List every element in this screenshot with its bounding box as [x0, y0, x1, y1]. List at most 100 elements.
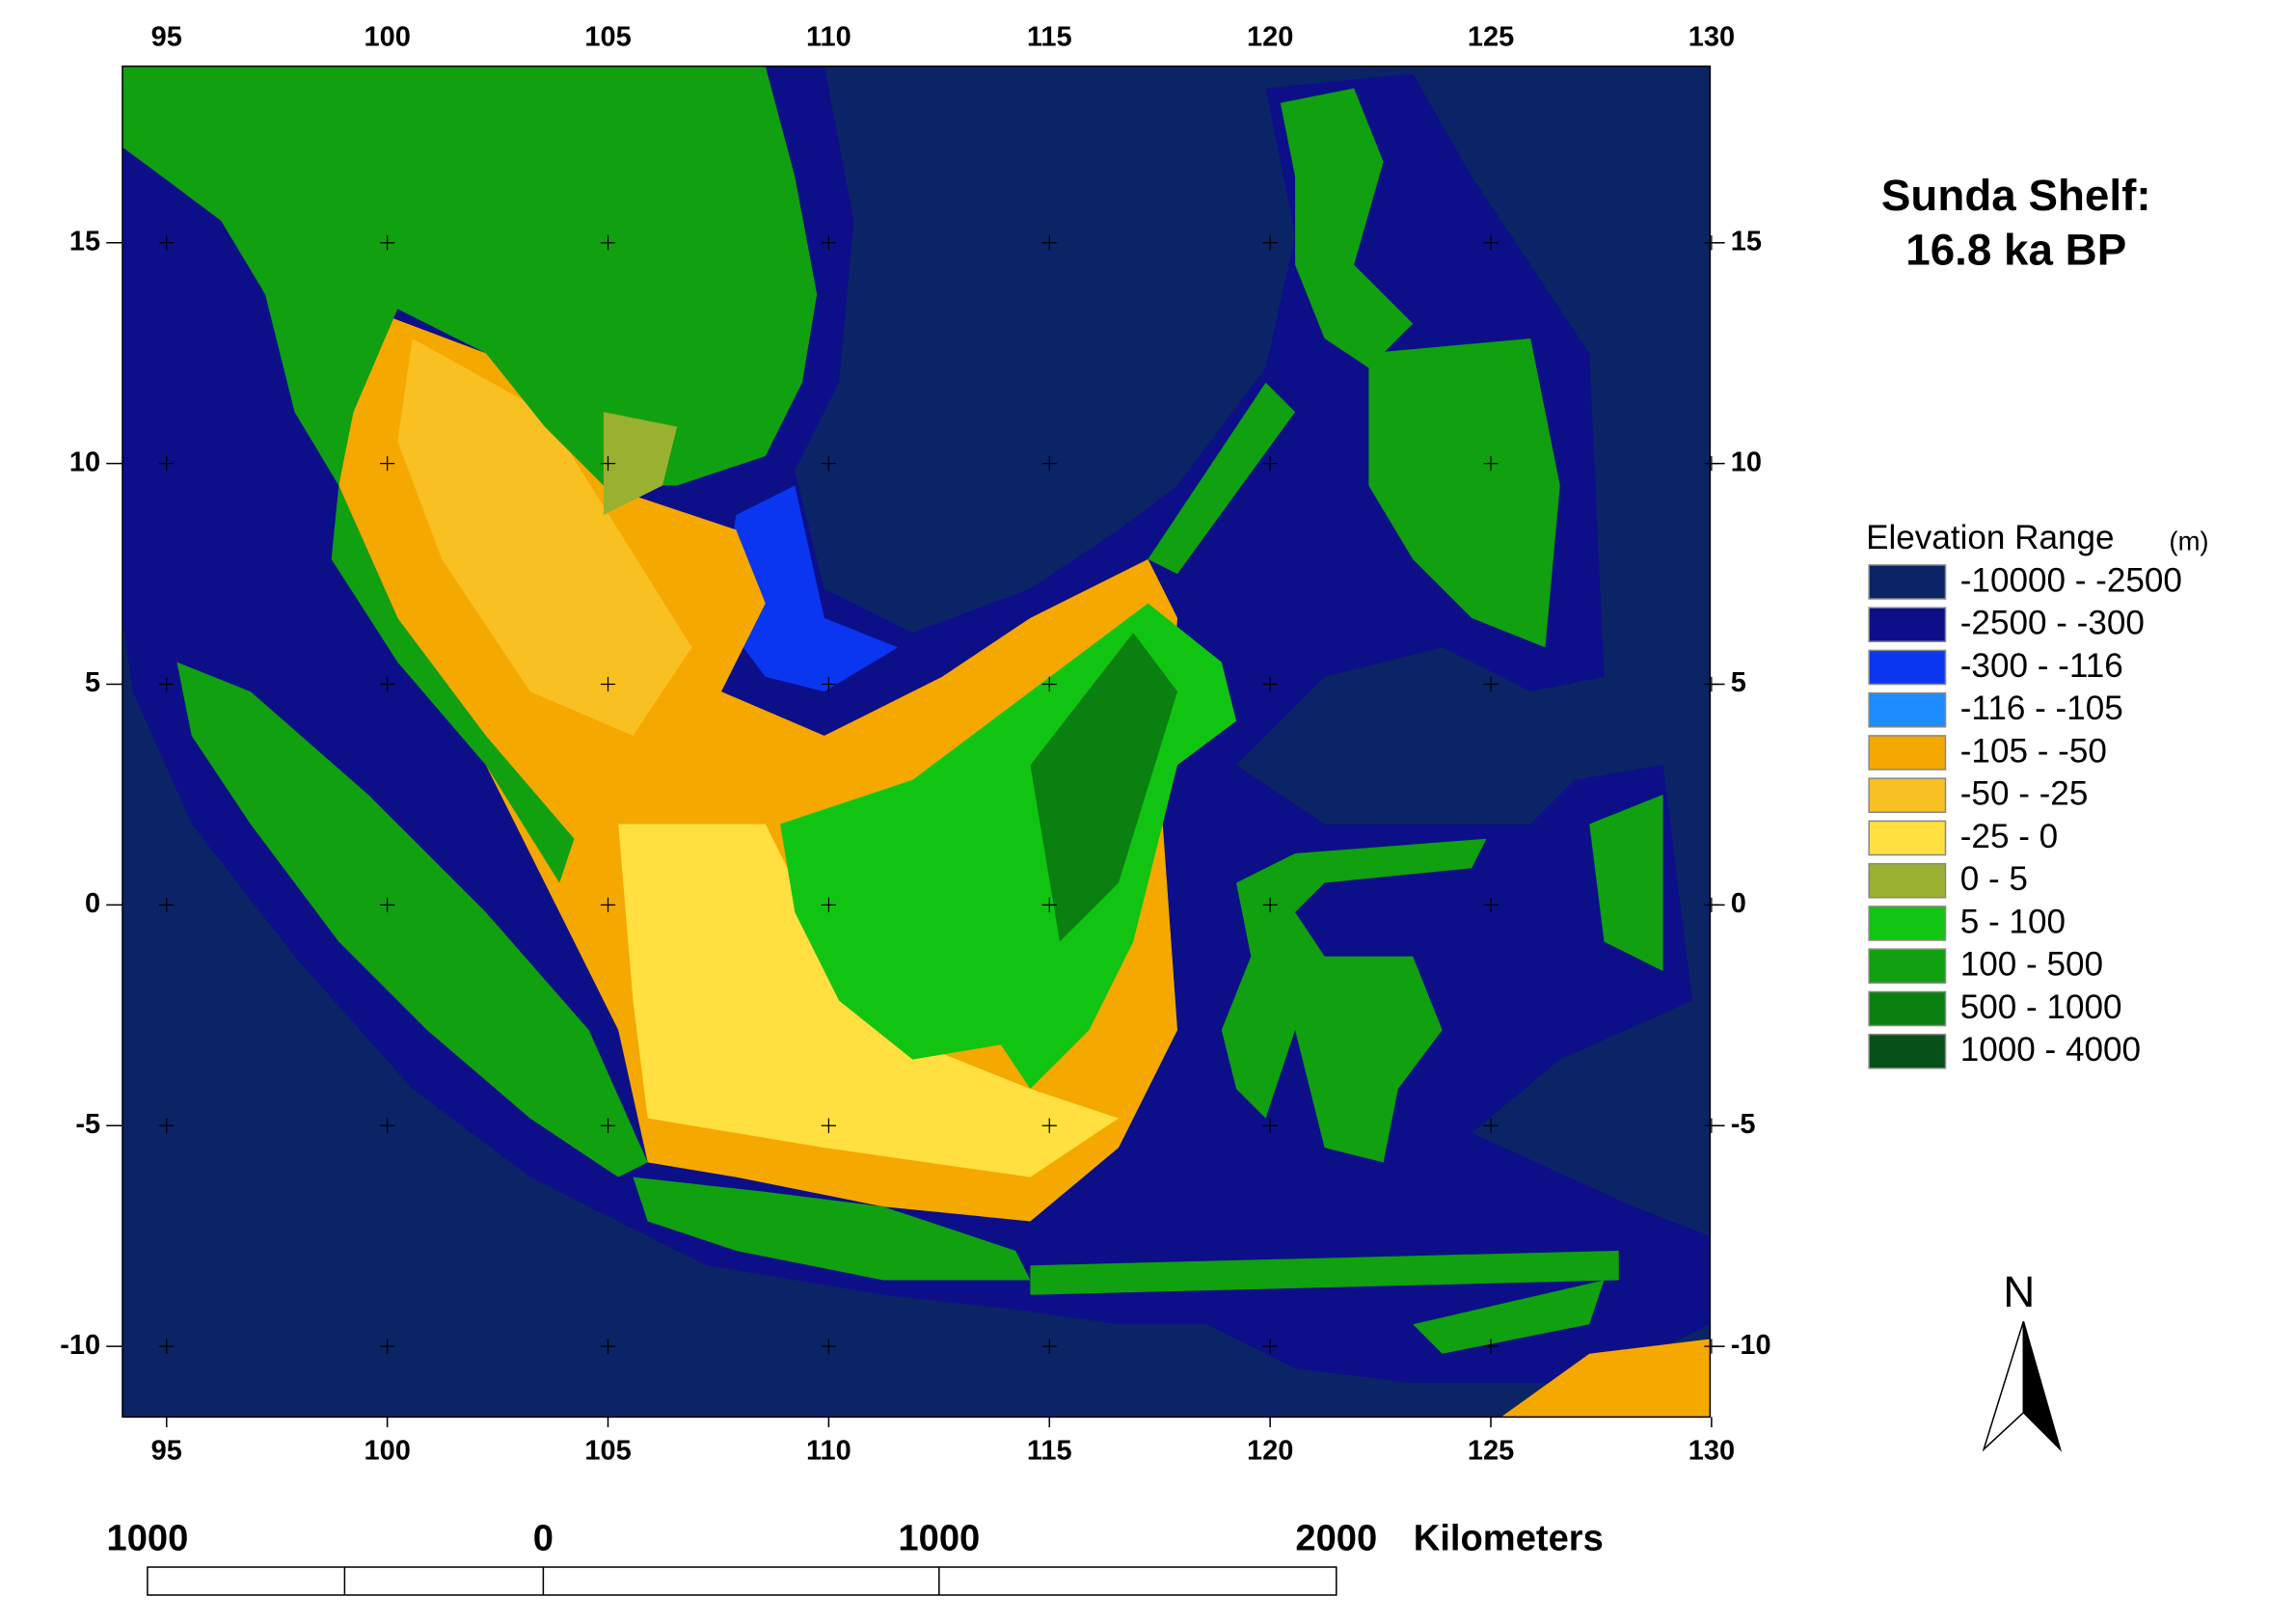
grid-cross [1041, 897, 1057, 913]
legend-label: 5 - 100 [1960, 903, 2066, 940]
legend-swatch [1868, 1033, 1947, 1069]
grid-cross [821, 235, 837, 251]
grid-cross [1262, 235, 1278, 251]
lat-label-right: -5 [1731, 1109, 1756, 1140]
lat-label-left: 15 [69, 226, 100, 257]
map-title: Sunda Shelf: [1881, 171, 2151, 220]
lat-label-right: 5 [1731, 667, 1746, 698]
scale-unit: Kilometers [1414, 1518, 1604, 1559]
grid-cross [159, 456, 175, 472]
map-area [122, 65, 1712, 1419]
legend-label: -300 - -116 [1960, 647, 2123, 685]
legend-title: Elevation Range [1866, 519, 2114, 556]
shallow-slope [721, 485, 899, 692]
grid-cross [1483, 1339, 1499, 1354]
indochina [122, 66, 818, 486]
sulawesi [1221, 838, 1487, 1163]
grid-cross [1041, 1339, 1057, 1354]
lon-label-top: 120 [1247, 21, 1293, 52]
grid-cross [380, 456, 395, 472]
grid-cross [1483, 676, 1499, 692]
grid-cross [1041, 1118, 1057, 1133]
grid-cross [1483, 235, 1499, 251]
arrow-left [1982, 1320, 2025, 1452]
map-subtitle: 16.8 ka BP [1905, 226, 2126, 275]
grid-cross [821, 456, 837, 472]
timor [1413, 1280, 1605, 1354]
scale-label: 1000 [898, 1518, 980, 1559]
graticule: 9595100100105105110110115115120120125125… [60, 21, 1770, 1466]
legend-swatch [1868, 906, 1947, 941]
legend-label: -50 - -25 [1960, 775, 2089, 813]
lon-label-top: 125 [1468, 21, 1514, 52]
grid-cross [380, 235, 395, 251]
halmahera [1589, 794, 1663, 972]
lat-label-right: -10 [1731, 1330, 1771, 1361]
luzon [1280, 88, 1414, 368]
lon-label-bottom: 115 [1027, 1436, 1072, 1467]
grid-cross [600, 1118, 616, 1133]
lesser-sunda [1030, 1250, 1619, 1295]
grid-cross [159, 897, 175, 913]
grid-cross [821, 676, 837, 692]
legend-swatch [1868, 820, 1947, 856]
lon-label-bottom: 95 [151, 1436, 182, 1467]
legend-label: -2500 - -300 [1960, 605, 2145, 642]
grid-cross [600, 1339, 616, 1354]
lon-label-bottom: 130 [1688, 1436, 1735, 1467]
legend-label: 1000 - 4000 [1960, 1031, 2141, 1068]
lon-label-top: 130 [1688, 21, 1735, 52]
grid-cross [1262, 897, 1278, 913]
grid-cross [821, 1339, 837, 1354]
lon-label-bottom: 100 [364, 1436, 410, 1467]
legend-swatch [1868, 564, 1947, 600]
legend-swatch [1868, 990, 1947, 1027]
lat-label-right: 10 [1731, 446, 1762, 477]
lat-label-right: 0 [1731, 888, 1746, 919]
grid-cross [380, 1339, 395, 1354]
north-arrow: N [1982, 1267, 2063, 1452]
grid-cross [1041, 676, 1057, 692]
grid-cross [821, 1118, 837, 1133]
grid-cross [380, 897, 395, 913]
legend-swatch [1868, 607, 1947, 643]
grid-cross [1262, 1118, 1278, 1133]
lon-label-top: 115 [1027, 21, 1072, 52]
legend-unit: (m) [2169, 526, 2208, 555]
legend-label: -116 - -105 [1960, 690, 2123, 727]
legend-label: -105 - -50 [1960, 732, 2107, 770]
grid-cross [600, 235, 616, 251]
map-frame [122, 65, 1712, 1419]
grid-cross [159, 676, 175, 692]
grid-cross [1041, 235, 1057, 251]
lon-label-top: 100 [364, 21, 410, 52]
lon-label-top: 110 [806, 21, 851, 52]
lat-label-left: 0 [85, 888, 100, 919]
grid-cross [1041, 456, 1057, 472]
java [633, 1177, 1031, 1281]
scale-label: 1000 [107, 1518, 189, 1559]
legend: -10000 - -2500 -2500 - -300 -300 - -116 -11… [1868, 561, 2182, 1069]
legend-label: 100 - 500 [1960, 946, 2103, 984]
legend-swatch [1868, 777, 1947, 814]
shelf-shallow [618, 824, 1119, 1177]
legend-swatch [1868, 948, 1947, 985]
grid-cross [159, 1339, 175, 1354]
legend-label: -10000 - -2500 [1960, 561, 2182, 599]
grid-cross [821, 897, 837, 913]
lat-label-left: 10 [69, 446, 100, 477]
grid-cross [1483, 1118, 1499, 1133]
grid-cross [1262, 456, 1278, 472]
delta [603, 412, 678, 516]
grid-cross [1262, 1339, 1278, 1354]
australia-shelf [1500, 1339, 1711, 1418]
arrow-right [2022, 1320, 2063, 1452]
shelf-mid [397, 338, 692, 736]
grid-cross [1262, 676, 1278, 692]
legend-swatch [1868, 649, 1947, 686]
grid-cross [600, 897, 616, 913]
legend-label: -25 - 0 [1960, 818, 2058, 855]
lon-label-bottom: 120 [1247, 1436, 1293, 1467]
